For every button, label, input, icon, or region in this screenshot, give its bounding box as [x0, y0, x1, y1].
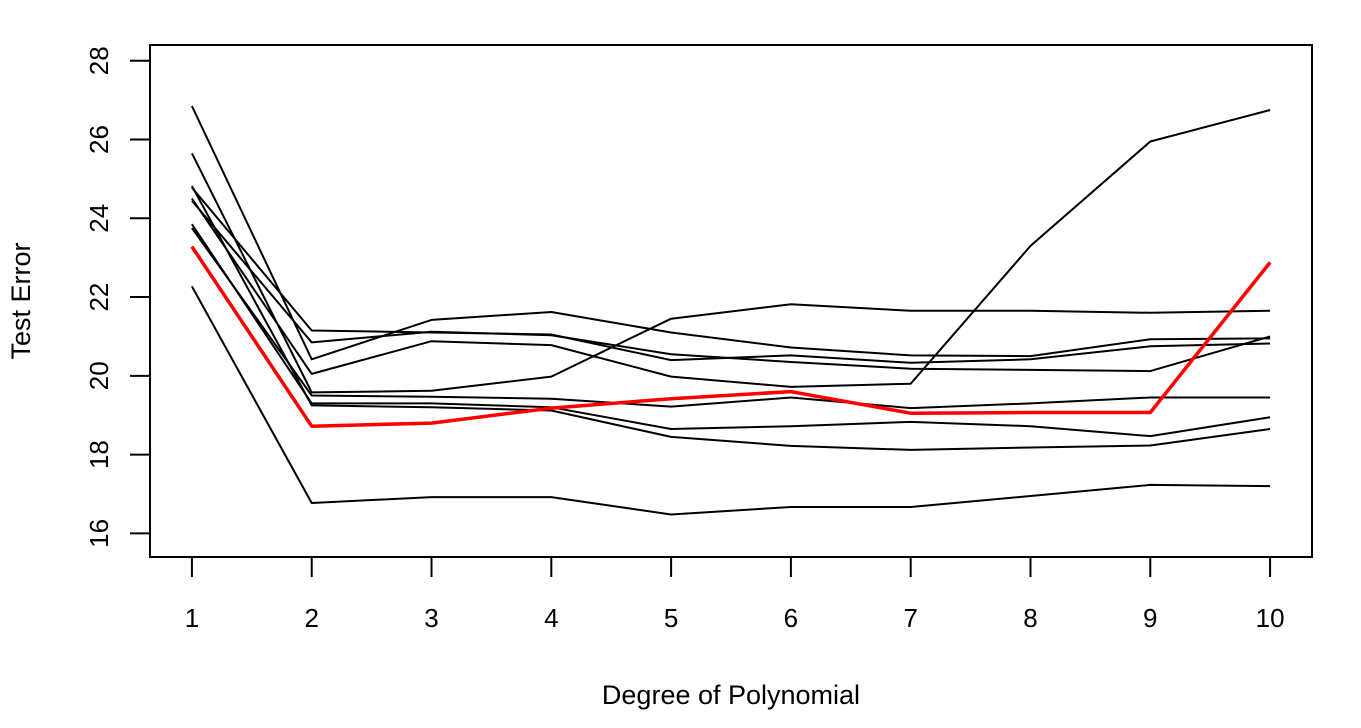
x-tick-label: 6 [784, 603, 798, 633]
series-line-6 [191, 199, 1271, 373]
y-tick-label: 24 [84, 204, 114, 233]
x-axis: 1 2 3 4 5 6 7 8 9 10 [185, 556, 1285, 633]
x-tick-label: 2 [304, 603, 318, 633]
series-line-5 [191, 109, 1271, 388]
x-tick-label: 1 [185, 603, 199, 633]
series-line-7 [191, 223, 1271, 438]
series-line-1 [190, 105, 1271, 361]
series-layer [190, 105, 1272, 516]
y-axis-title: Test Error [6, 242, 36, 359]
series-line-2 [191, 152, 1271, 394]
series-line-4 [191, 186, 1271, 364]
series-line-highlight [190, 245, 1272, 428]
x-tick-label: 3 [424, 603, 438, 633]
y-tick-label: 26 [84, 125, 114, 154]
x-axis-title: Degree of Polynomial [602, 680, 860, 710]
x-tick-label: 8 [1023, 603, 1037, 633]
x-tick-label: 7 [903, 603, 917, 633]
x-tick-label: 9 [1143, 603, 1157, 633]
y-axis: 16 18 20 22 24 26 28 [84, 46, 151, 548]
x-tick-label: 5 [664, 603, 678, 633]
y-tick-label: 16 [84, 519, 114, 548]
y-tick-label: 28 [84, 46, 114, 75]
y-tick-label: 20 [84, 361, 114, 390]
y-tick-label: 22 [84, 283, 114, 312]
plot-frame [149, 44, 1313, 558]
x-tick-label: 4 [544, 603, 558, 633]
y-tick-label: 18 [84, 440, 114, 469]
series-line-3 [191, 185, 1271, 451]
series-line-9 [191, 285, 1271, 516]
x-tick-label: 10 [1256, 603, 1285, 633]
series-line-8 [191, 227, 1271, 410]
